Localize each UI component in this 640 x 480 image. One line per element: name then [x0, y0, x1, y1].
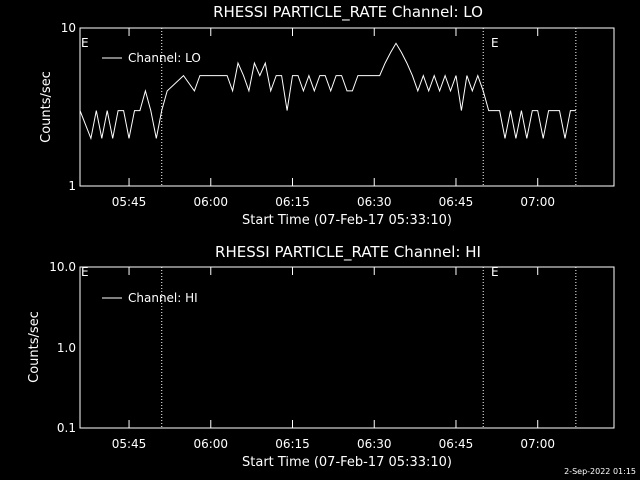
x-axis-label-lo: Start Time (07-Feb-17 05:33:10) [242, 213, 452, 228]
vertical-markers-hi [161, 267, 577, 428]
x-tick-label: 06:30 [357, 437, 392, 451]
series-line-lo [79, 42, 576, 141]
x-ticks-lo: 05:45 06:00 06:15 06:30 06:45 07:00 [112, 28, 555, 209]
y-tick-label-lo-10: 10 [61, 21, 76, 35]
y-tick-label-hi-10: 10.0 [49, 260, 76, 274]
flag-label-lo-2: E [491, 36, 499, 50]
x-tick-label: 06:45 [439, 437, 474, 451]
x-tick-label: 06:15 [275, 437, 310, 451]
x-tick-label: 07:00 [520, 437, 555, 451]
panel-hi: RHESSI PARTICLE_RATE Channel: HI Counts/… [27, 243, 615, 470]
y-tick-label-hi-0-1: 0.1 [57, 421, 76, 435]
plot-frame-lo [79, 27, 615, 187]
x-ticks-hi: 05:45 06:00 06:15 06:30 06:45 07:00 [112, 267, 555, 451]
panel-lo: RHESSI PARTICLE_RATE Channel: LO Counts/… [39, 3, 615, 228]
x-tick-label: 05:45 [112, 437, 147, 451]
flag-label-hi-2: E [491, 265, 499, 279]
y-tick-label-lo-1: 1 [68, 179, 76, 193]
x-tick-label: 06:30 [357, 195, 392, 209]
chart-title-hi: RHESSI PARTICLE_RATE Channel: HI [215, 243, 481, 262]
x-tick-label: 05:45 [112, 195, 147, 209]
legend-label-hi: Channel: HI [128, 291, 198, 305]
chart-title-lo: RHESSI PARTICLE_RATE Channel: LO [213, 3, 483, 22]
flag-label-hi-1: E [81, 265, 89, 279]
x-tick-label: 06:45 [439, 195, 474, 209]
x-tick-label: 07:00 [520, 195, 555, 209]
x-tick-label: 06:15 [275, 195, 310, 209]
vertical-markers-lo [161, 28, 577, 186]
legend-label-lo: Channel: LO [128, 51, 201, 65]
y-axis-label-hi: Counts/sec [27, 311, 42, 383]
x-tick-label: 06:00 [193, 437, 228, 451]
x-axis-label-hi: Start Time (07-Feb-17 05:33:10) [242, 455, 452, 470]
footer-timestamp: 2-Sep-2022 01:15 [564, 467, 636, 476]
flag-label-lo-1: E [81, 36, 89, 50]
y-axis-label-lo: Counts/sec [39, 71, 54, 143]
x-tick-label: 06:00 [193, 195, 228, 209]
plot-frame-hi [79, 266, 615, 429]
y-tick-label-hi-1: 1.0 [57, 341, 76, 355]
